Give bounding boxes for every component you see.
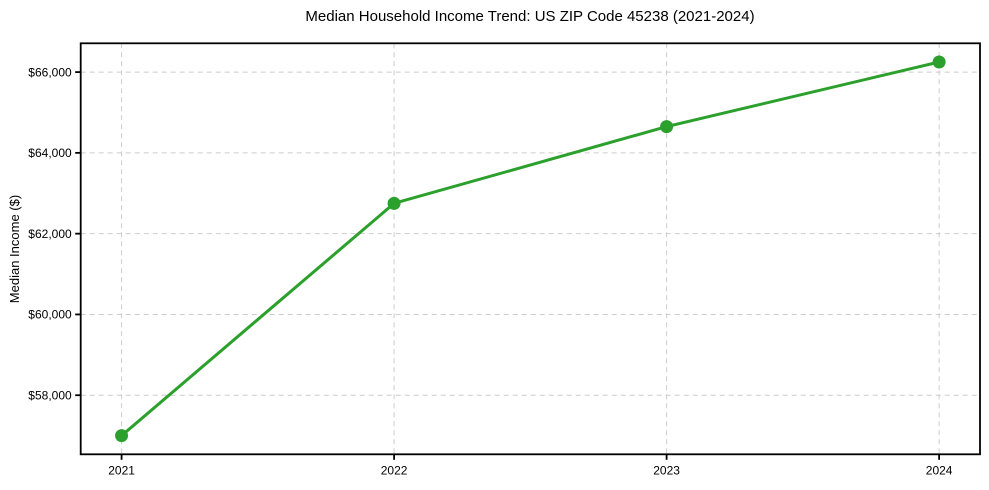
y-tick-label: $60,000 <box>28 308 72 322</box>
grid-layer <box>80 43 980 455</box>
x-tick-label: 2021 <box>108 463 135 477</box>
y-tick-label: $66,000 <box>28 65 72 79</box>
x-tick-label: 2022 <box>381 463 408 477</box>
y-tick-label: $64,000 <box>28 146 72 160</box>
chart-title: Median Household Income Trend: US ZIP Co… <box>305 8 754 25</box>
axis-layer: $58,000 $60,000 $62,000 $64,000 $66,000 2021 2… <box>28 65 952 477</box>
data-series-layer <box>115 55 946 443</box>
y-tick-label: $62,000 <box>28 227 72 241</box>
x-tick-label: 2023 <box>653 463 680 477</box>
x-tick-label: 2024 <box>926 463 953 477</box>
plot-frame <box>79 42 981 456</box>
data-point-2021 <box>115 429 129 443</box>
y-tick-label: $58,000 <box>28 388 72 402</box>
data-point-2024 <box>932 55 946 69</box>
data-point-2023 <box>660 120 674 134</box>
trend-line <box>120 60 941 438</box>
y-axis-label: Median Income ($) <box>7 195 22 303</box>
data-point-2022 <box>387 196 401 210</box>
